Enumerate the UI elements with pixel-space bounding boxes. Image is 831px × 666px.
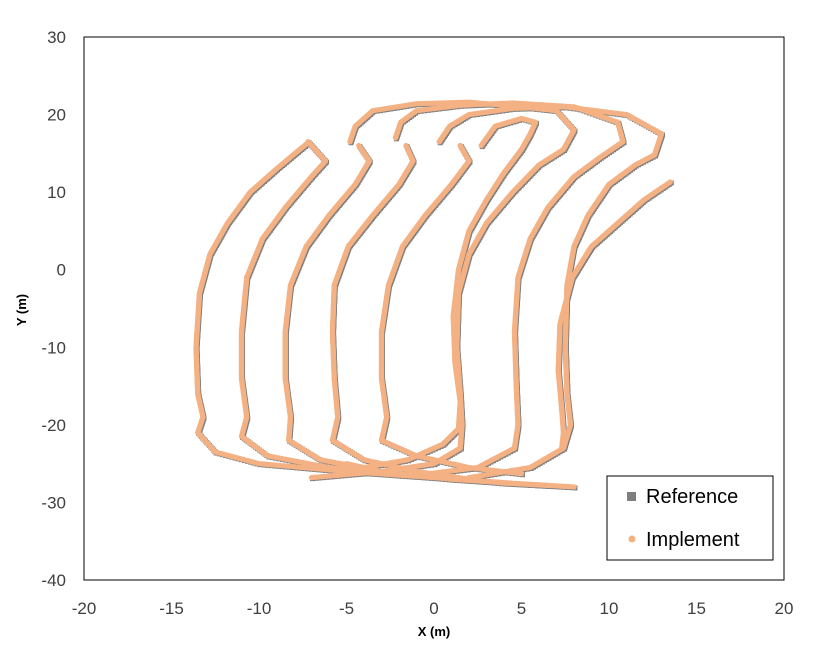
implement-point <box>308 474 315 481</box>
implement-point <box>545 482 551 489</box>
implement-point <box>571 484 577 490</box>
implement-point <box>483 478 490 485</box>
implement-series <box>193 99 673 490</box>
